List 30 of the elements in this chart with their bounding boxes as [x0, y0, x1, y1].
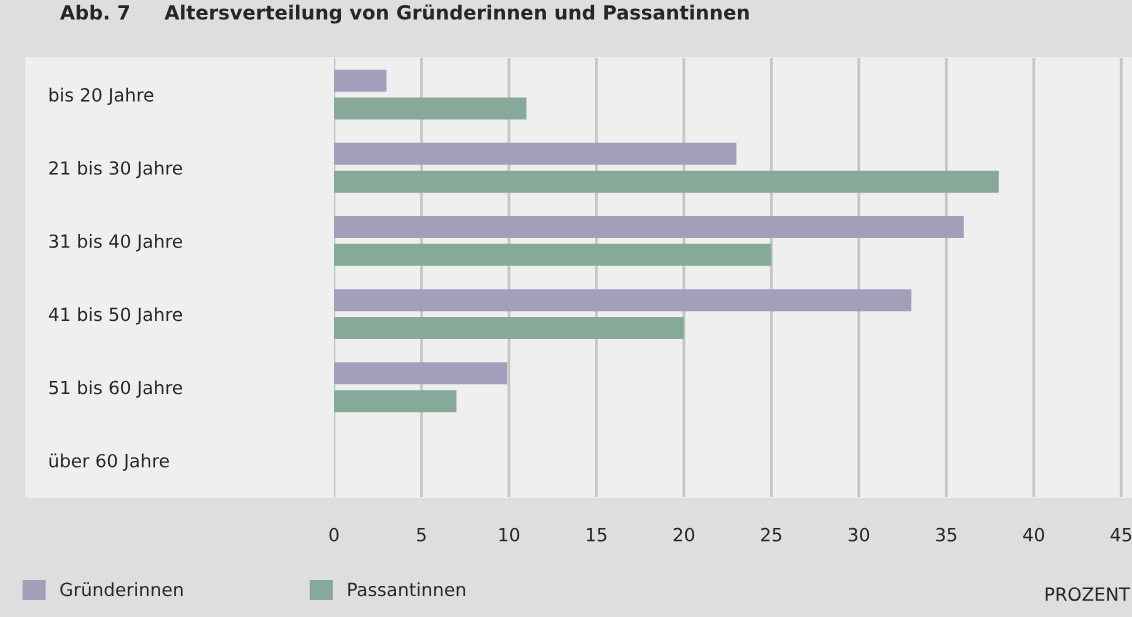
x-tick-label: 20 — [673, 527, 695, 542]
y-tick-label: über 60 Jahre — [49, 453, 169, 471]
x-tick-label: 35 — [936, 527, 957, 542]
bar — [334, 317, 684, 339]
y-tick-label: 51 bis 60 Jahre — [49, 380, 183, 398]
y-tick-label: 21 bis 30 Jahre — [49, 160, 183, 179]
x-tick-label: 15 — [586, 528, 607, 542]
bar — [334, 216, 964, 238]
y-tick-label: bis 20 Jahre — [49, 87, 154, 106]
bar — [334, 142, 737, 165]
bar — [334, 69, 387, 92]
x-axis-title: PROZENT — [1045, 587, 1131, 602]
x-tick-label: 30 — [848, 527, 870, 542]
chart-title: Abb. 7 Altersverteilung von Gründerinnen und Passantinnen — [60, 4, 749, 24]
bar — [334, 243, 772, 266]
x-tick-label: 5 — [417, 528, 426, 542]
x-tick-label: 25 — [761, 527, 782, 542]
bar — [334, 289, 912, 312]
x-tick-label: 10 — [499, 527, 520, 542]
x-tick-label: 45 — [1110, 528, 1132, 542]
x-tick-label: 40 — [1023, 527, 1045, 542]
x-tick-label: 0 — [329, 527, 339, 542]
bar — [334, 362, 508, 385]
bar — [334, 390, 457, 413]
bar — [334, 170, 999, 193]
legend-label: Passantinnen — [348, 582, 466, 597]
y-tick-label: 41 bis 50 Jahre — [48, 307, 183, 325]
bar — [334, 97, 527, 120]
legend-label: Gründerinnen — [60, 582, 183, 597]
y-tick-label: 31 bis 40 Jahre — [49, 234, 183, 252]
